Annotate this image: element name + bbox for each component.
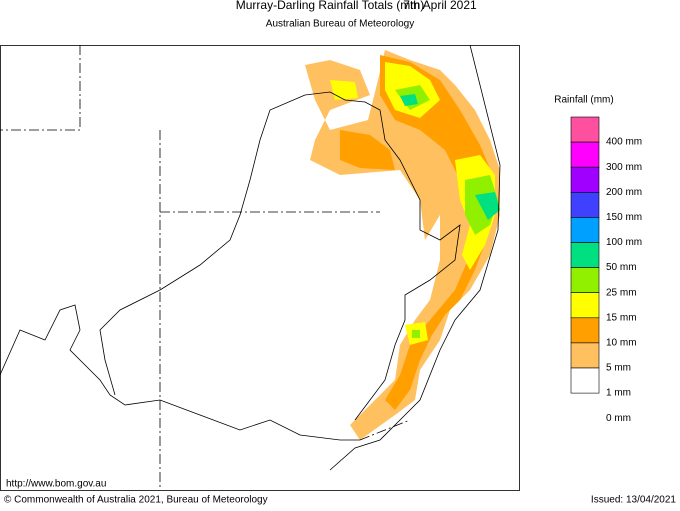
title: Murray-Darling Rainfall Totals (mm) xyxy=(236,0,424,12)
legend-label: 50 mm xyxy=(606,262,637,273)
legend-title: Rainfall (mm) xyxy=(554,95,613,106)
copyright: © Commonwealth of Australia 2021, Bureau… xyxy=(4,495,268,506)
legend-swatch xyxy=(570,292,600,319)
legend-label: 300 mm xyxy=(606,162,642,173)
legend-swatch xyxy=(570,217,600,243)
issued: Issued: 13/04/2021 xyxy=(591,495,677,506)
legend-swatch xyxy=(570,267,600,294)
legend-label: 200 mm xyxy=(606,187,642,198)
legend-swatch xyxy=(570,192,600,218)
legend-label: 10 mm xyxy=(606,338,637,349)
subtitle: Australian Bureau of Meteorology xyxy=(266,19,414,30)
legend-swatch xyxy=(570,367,600,394)
legend-label: 25 mm xyxy=(606,287,637,298)
legend-swatch xyxy=(570,141,600,168)
legend-swatch xyxy=(570,242,600,268)
legend-label: 150 mm xyxy=(606,212,642,223)
legend-label: 0 mm xyxy=(606,413,631,424)
legend-label: 5 mm xyxy=(606,363,631,374)
legend-label: 100 mm xyxy=(606,237,642,248)
legend-label: 1 mm xyxy=(606,388,631,399)
map xyxy=(0,44,520,491)
legend-swatch xyxy=(570,342,600,369)
legend-label: 15 mm xyxy=(606,312,637,323)
legend-swatch xyxy=(570,166,600,193)
legend: Rainfall (mm) 400 mm 300 mm 200 mm 150 mm 10… xyxy=(554,95,642,424)
legend-swatch xyxy=(570,317,600,344)
url: http://www.bom.gov.au xyxy=(6,479,106,490)
legend-label: 400 mm xyxy=(606,137,642,148)
date: 7th April 2021 xyxy=(403,0,477,12)
legend-swatch xyxy=(570,116,600,143)
